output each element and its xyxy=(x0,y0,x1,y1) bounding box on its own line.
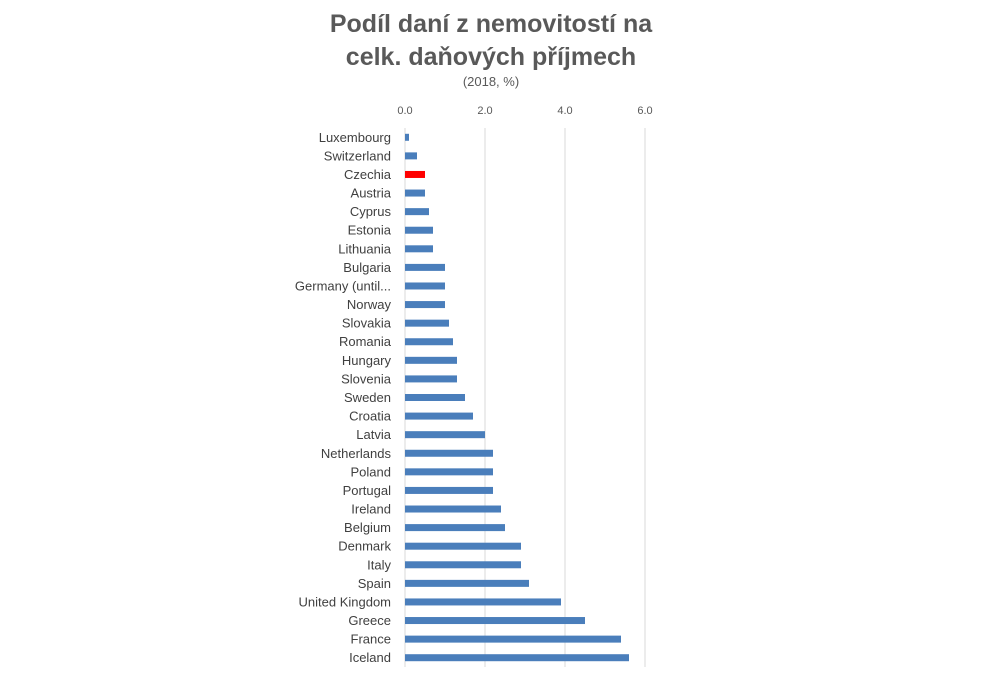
bar xyxy=(405,152,417,160)
bar xyxy=(405,412,473,420)
category-label: Lithuania xyxy=(338,241,392,256)
chart-title-line-2: celk. daňových příjmech xyxy=(345,43,637,71)
category-label: France xyxy=(351,632,391,647)
chart-subtitle: (2018, %) xyxy=(462,74,520,89)
category-label: United Kingdom xyxy=(299,594,392,609)
category-label: Poland xyxy=(351,464,391,479)
category-label: Italy xyxy=(367,557,391,572)
category-label: Austria xyxy=(351,186,392,201)
bar xyxy=(405,226,433,234)
category-label: Romania xyxy=(339,334,392,349)
bar xyxy=(405,468,493,476)
category-label: Netherlands xyxy=(321,446,392,461)
category-label: Belgium xyxy=(344,520,391,535)
category-label: Cyprus xyxy=(350,204,392,219)
bar xyxy=(405,208,429,216)
bar xyxy=(405,319,449,327)
category-labels: Luxembourg Switzerland Czechia Austria Cypru… xyxy=(295,130,392,665)
bar xyxy=(405,579,529,587)
bar xyxy=(405,449,493,457)
category-label: Latvia xyxy=(356,427,391,442)
category-label: Estonia xyxy=(348,223,392,238)
x-tick-label: 0.0 xyxy=(397,105,412,117)
category-label: Portugal xyxy=(343,483,392,498)
category-label: Sweden xyxy=(344,390,391,405)
bar xyxy=(405,617,585,625)
chart-title: Podíl daní z nemovitostí na celk. daňový… xyxy=(0,8,982,74)
bar xyxy=(405,375,457,383)
x-tick-label: 2.0 xyxy=(477,105,492,117)
x-tick-label: 6.0 xyxy=(637,105,652,117)
bar xyxy=(405,635,621,643)
bars xyxy=(405,133,629,662)
category-label: Bulgaria xyxy=(343,260,391,275)
bar xyxy=(405,486,493,494)
bar xyxy=(405,542,521,550)
bar xyxy=(405,505,501,513)
chart-title-line-1: Podíl daní z nemovitostí na xyxy=(329,10,653,38)
category-label: Croatia xyxy=(349,409,392,424)
bar xyxy=(405,263,445,271)
category-label: Germany (until... xyxy=(295,278,391,293)
x-axis-ticks: 0.0 2.0 4.0 6.0 xyxy=(397,105,652,117)
category-label: Iceland xyxy=(349,650,391,665)
bar xyxy=(405,245,433,253)
bar xyxy=(405,356,457,364)
bar xyxy=(405,301,445,309)
category-label: Greece xyxy=(348,613,391,628)
category-label: Switzerland xyxy=(324,148,391,163)
x-tick-label: 4.0 xyxy=(557,105,572,117)
category-label: Slovakia xyxy=(342,316,392,331)
bar xyxy=(405,282,445,290)
category-label: Hungary xyxy=(342,353,392,368)
category-label: Slovenia xyxy=(341,371,392,386)
category-label: Luxembourg xyxy=(319,130,391,145)
category-label: Norway xyxy=(347,297,392,312)
bar xyxy=(405,338,453,346)
category-label: Denmark xyxy=(338,539,391,554)
bar xyxy=(405,431,485,439)
category-label: Spain xyxy=(358,576,391,591)
category-label: Czechia xyxy=(344,167,392,182)
bar xyxy=(405,654,629,662)
bar xyxy=(405,598,561,606)
category-label: Ireland xyxy=(351,502,391,517)
bar xyxy=(405,524,505,532)
bar xyxy=(405,170,425,178)
gridlines xyxy=(404,128,646,667)
bar xyxy=(405,394,465,401)
bar xyxy=(405,133,409,141)
bar xyxy=(405,561,521,569)
bar xyxy=(405,189,425,197)
